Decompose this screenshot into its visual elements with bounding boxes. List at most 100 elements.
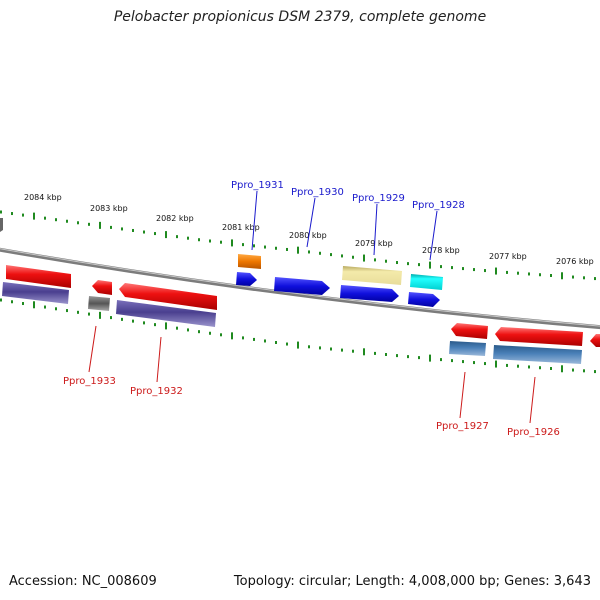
scale-tick-minor: [528, 272, 530, 276]
scale-tick-major: [297, 246, 299, 254]
scale-tick-minor: [44, 305, 46, 309]
scale-tick-minor: [473, 361, 475, 365]
scale-tick-minor: [594, 370, 596, 374]
gene-arrow-red[interactable]: [590, 334, 600, 347]
scale-tick-major: [165, 322, 167, 330]
scale-ticks-bottom: [0, 298, 596, 374]
scale-tick-major: [363, 348, 365, 356]
scale-tick-minor: [0, 298, 2, 302]
gene-arrow-steelblue[interactable]: [449, 341, 486, 356]
scale-tick-minor: [253, 244, 255, 248]
scale-tick-minor: [198, 238, 200, 242]
scale-tick-minor: [55, 307, 57, 311]
scale-tick-minor: [88, 312, 90, 316]
accession-label: Accession: NC_008609: [9, 574, 157, 589]
gene-label-ppro-1933[interactable]: Ppro_1933: [63, 376, 116, 387]
scale-tick-minor: [66, 309, 68, 313]
leader-line: [88, 325, 97, 373]
scale-tick-minor: [341, 254, 343, 258]
scale-tick-minor: [352, 349, 354, 353]
scale-tick-major: [231, 239, 233, 247]
scale-tick-minor: [517, 271, 519, 275]
scale-tick-minor: [264, 245, 266, 249]
scale-tick-minor: [77, 310, 79, 314]
scale-tick-minor: [154, 232, 156, 236]
scale-label: 2079 kbp: [355, 239, 393, 248]
gene-label-ppro-1926[interactable]: Ppro_1926: [507, 427, 560, 438]
scale-tick-minor: [242, 243, 244, 247]
scale-tick-minor: [275, 341, 277, 344]
gene-label-ppro-1930[interactable]: Ppro_1930: [291, 187, 344, 198]
scale-tick-major: [495, 360, 497, 368]
gene-arrow-darkblue[interactable]: [116, 300, 216, 327]
top-strand-genes: [6, 254, 443, 310]
scale-tick-minor: [121, 227, 123, 231]
scale-tick-minor: [462, 267, 464, 271]
scale-tick-major: [231, 332, 233, 340]
gene-label-ppro-1927[interactable]: Ppro_1927: [436, 421, 489, 432]
gene-arrow-red[interactable]: [92, 280, 112, 295]
gene-label-ppro-1929[interactable]: Ppro_1929: [352, 193, 405, 204]
scale-tick-minor: [209, 331, 211, 335]
scale-tick-minor: [572, 368, 574, 372]
scale-tick-major: [429, 261, 431, 269]
scale-tick-minor: [440, 265, 442, 269]
gene-arrow-red[interactable]: [6, 265, 71, 288]
gene-arrow-darkblue[interactable]: [2, 282, 69, 304]
gene-arrow-red[interactable]: [495, 327, 583, 346]
genome-backbone-highlight: [0, 248, 600, 327]
scale-tick-minor: [594, 277, 596, 281]
scale-tick-minor: [11, 212, 13, 216]
gene-arrow-red[interactable]: [451, 323, 488, 339]
scale-tick-minor: [319, 251, 321, 255]
gene-arrow-blue[interactable]: [236, 272, 257, 286]
scale-tick-minor: [539, 366, 541, 370]
gene-arrow-gray[interactable]: [88, 296, 110, 311]
scale-tick-major: [297, 341, 299, 349]
gene-arrow-steelblue[interactable]: [493, 345, 582, 364]
scale-tick-minor: [506, 270, 508, 274]
scale-tick-minor: [407, 355, 409, 359]
gene-label-ppro-1928[interactable]: Ppro_1928: [412, 200, 465, 211]
genome-backbone: [0, 247, 600, 330]
map-title: Pelobacter propionicus DSM 2379, complet…: [113, 9, 487, 25]
gene-arrow-cyan[interactable]: [410, 274, 443, 290]
scale-label: 2077 kbp: [489, 252, 527, 261]
scale-tick-minor: [187, 236, 189, 240]
scale-tick-minor: [550, 274, 552, 277]
leader-line: [459, 371, 466, 419]
scale-tick-minor: [374, 351, 376, 355]
gene-arrow-orange[interactable]: [238, 254, 261, 269]
scale-tick-minor: [275, 246, 277, 250]
leader-line: [306, 197, 316, 248]
gene-arrow-blue[interactable]: [340, 285, 399, 302]
gene-arrow-khaki[interactable]: [342, 266, 402, 285]
scale-tick-minor: [385, 259, 387, 263]
scale-tick-minor: [528, 365, 530, 369]
scale-tick-minor: [0, 210, 2, 214]
scale-tick-minor: [308, 250, 310, 254]
gene-arrow-blue[interactable]: [274, 277, 330, 295]
gene-label-ppro-1931[interactable]: Ppro_1931: [231, 180, 284, 191]
scale-tick-minor: [517, 364, 519, 368]
scale-tick-minor: [572, 275, 574, 279]
scale-tick-minor: [583, 276, 585, 280]
scale-tick-major: [429, 354, 431, 362]
scale-tick-minor: [132, 319, 134, 323]
scale-tick-minor: [66, 219, 68, 223]
scale-tick-minor: [121, 317, 123, 321]
scale-tick-minor: [385, 353, 387, 356]
scale-tick-minor: [319, 346, 321, 350]
scale-label: 2082 kbp: [156, 214, 194, 223]
scale-tick-minor: [407, 262, 409, 266]
scale-tick-minor: [374, 258, 376, 262]
gene-label-ppro-1932[interactable]: Ppro_1932: [130, 386, 183, 397]
gene-arrow-blue[interactable]: [408, 292, 440, 307]
scale-tick-minor: [352, 255, 354, 259]
scale-tick-minor: [209, 239, 211, 243]
scale-tick-major: [99, 311, 101, 319]
gene-arrow-red[interactable]: [119, 283, 217, 310]
scale-tick-minor: [187, 328, 189, 332]
scale-tick-major: [99, 221, 101, 229]
scale-tick-minor: [11, 300, 13, 304]
